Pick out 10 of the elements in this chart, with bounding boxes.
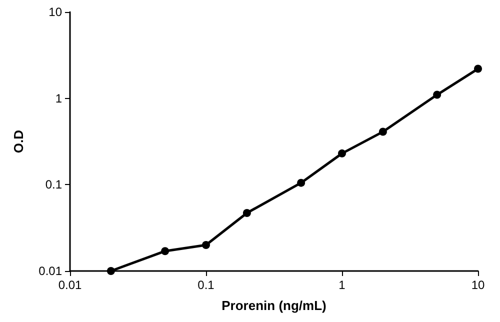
- x-tick-label: 10: [471, 278, 485, 292]
- y-tick-label: 1: [55, 91, 62, 106]
- y-tick-label: 0.1: [45, 178, 62, 192]
- x-tick-label: 0.01: [58, 278, 82, 292]
- y-axis-title: O.D: [11, 130, 26, 154]
- x-tick-label: 0.1: [198, 278, 215, 292]
- y-tick-label: 0.01: [38, 264, 62, 278]
- y-tick-label: 10: [48, 5, 62, 19]
- x-axis-title: Prorenin (ng/mL): [222, 298, 326, 313]
- x-tick-label: 1: [338, 278, 346, 292]
